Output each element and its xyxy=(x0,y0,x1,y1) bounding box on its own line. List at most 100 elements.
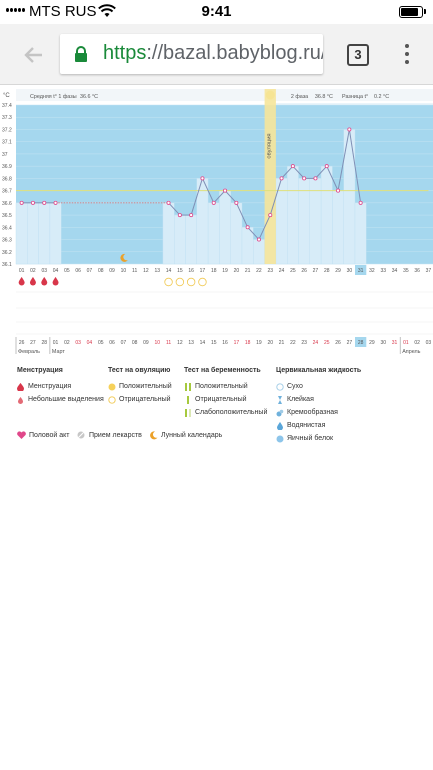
phase-header-bg xyxy=(16,89,433,101)
one-line-icon xyxy=(187,396,189,404)
faint-lines-icon xyxy=(185,409,191,417)
overflow-menu-icon[interactable] xyxy=(404,44,410,64)
x-tick-label: 29 xyxy=(335,268,341,274)
series-segment xyxy=(292,165,305,179)
legend-label: Яичный белок xyxy=(287,435,334,442)
menstruation-drop-icon xyxy=(29,277,36,286)
legend-item: Прием лекарств xyxy=(77,429,142,442)
current-day-highlight xyxy=(355,265,367,275)
x-tick-label: 35 xyxy=(403,268,409,274)
day-bar xyxy=(185,214,198,265)
y-tick-label: 37 xyxy=(2,152,8,158)
legend-label: Половой акт xyxy=(29,432,70,439)
ovulation-band xyxy=(264,89,276,264)
back-arrow-icon[interactable] xyxy=(22,43,46,67)
legend-label: Водянистая xyxy=(287,422,326,429)
legend-label: Клейкая xyxy=(287,396,314,403)
data-point xyxy=(358,200,363,205)
legend-label: Сухо xyxy=(287,383,303,390)
day-bar xyxy=(15,202,28,265)
data-point xyxy=(324,164,329,169)
legend-item: Лунный календарь xyxy=(149,429,222,442)
x-tick-label: 04 xyxy=(53,268,59,274)
data-point xyxy=(336,188,341,193)
data-point xyxy=(279,176,284,181)
x-tick-label: 20 xyxy=(234,268,240,274)
x-tick-label: 23 xyxy=(267,268,273,274)
x-tick-label: 22 xyxy=(256,268,262,274)
calendar-date: 16 xyxy=(222,340,228,346)
series-segment xyxy=(201,178,215,204)
legend-cervical: Цервикальная жидкость Сухо Клейкая Кремо… xyxy=(276,367,361,445)
data-point xyxy=(200,176,205,181)
series-segment xyxy=(269,178,283,216)
legend-item: Сухо xyxy=(276,380,361,393)
sticky-icon xyxy=(278,396,282,404)
y-tick-label: 37.1 xyxy=(2,140,12,146)
data-point xyxy=(42,200,47,205)
series-segment xyxy=(190,178,203,216)
url-host: ://bazal.babyblog.ru/ xyxy=(146,42,323,64)
wifi-icon xyxy=(98,4,116,17)
legend-item: Отрицательный xyxy=(108,393,172,406)
x-tick-label: 37 xyxy=(426,268,432,274)
data-point xyxy=(211,200,216,205)
url-text[interactable]: https://bazal.babyblog.ru/ xyxy=(103,42,323,65)
clock: 9:41 xyxy=(201,3,232,20)
legend-item: Слабоположительный xyxy=(184,406,267,419)
calendar-date: 18 xyxy=(245,340,251,346)
calendar-date: 22 xyxy=(290,340,296,346)
legend-label: Слабоположительный xyxy=(195,409,268,416)
legend-item: Положительный xyxy=(108,380,172,393)
calendar-date: 03 xyxy=(75,340,81,346)
calendar-date: 02 xyxy=(414,340,420,346)
y-axis-title: °C xyxy=(3,93,10,99)
calendar-date: 19 xyxy=(256,340,262,346)
diff-value: 0.2 °C xyxy=(374,94,389,100)
data-point xyxy=(347,127,352,132)
x-tick-label: 36 xyxy=(414,268,420,274)
legend-label: Отрицательный xyxy=(195,396,247,403)
x-tick-label: 30 xyxy=(347,268,353,274)
day-bar xyxy=(49,202,62,265)
address-bar[interactable]: https://bazal.babyblog.ru/ xyxy=(60,34,323,74)
day-bar xyxy=(298,178,311,265)
y-tick-label: 36.8 xyxy=(2,176,12,182)
x-tick-label: 12 xyxy=(143,268,149,274)
two-lines-icon xyxy=(185,383,191,391)
browser-toolbar: https://bazal.babyblog.ru/ 3 xyxy=(0,24,433,85)
x-tick-label: 26 xyxy=(301,268,307,274)
y-tick-label: 36.9 xyxy=(2,164,12,170)
data-point xyxy=(19,200,24,205)
x-tick-label: 09 xyxy=(109,268,115,274)
calendar-date: 07 xyxy=(121,340,127,346)
day-bar xyxy=(38,202,51,265)
calendar-date: 26 xyxy=(335,340,341,346)
x-tick-label: 21 xyxy=(245,268,251,274)
month-label: Март xyxy=(52,349,65,355)
calendar-date: 08 xyxy=(132,340,138,346)
calendar-date: 31 xyxy=(392,340,398,346)
calendar-date: 02 xyxy=(64,340,70,346)
calendar-date: 26 xyxy=(19,340,25,346)
legend-item: Водянистая xyxy=(276,419,361,432)
x-tick-label: 15 xyxy=(177,268,183,274)
x-tick-label: 17 xyxy=(200,268,206,274)
ovulation-label: овуляция xyxy=(266,133,272,158)
calendar-date: 04 xyxy=(87,340,93,346)
legend-label: Положительный xyxy=(195,383,248,390)
x-tick-label: 28 xyxy=(324,268,330,274)
x-tick-label: 32 xyxy=(369,268,375,274)
tab-switcher-button[interactable]: 3 xyxy=(347,44,369,66)
x-tick-label: 10 xyxy=(121,268,127,274)
signal-icon xyxy=(6,8,25,12)
calendar-date: 28 xyxy=(41,340,47,346)
data-point xyxy=(313,176,318,181)
creamy-icon xyxy=(276,409,284,417)
legend-label: Менструация xyxy=(28,383,72,390)
calendar-date: 27 xyxy=(347,340,353,346)
y-tick-label: 36.6 xyxy=(2,201,12,207)
day-bar xyxy=(241,227,254,265)
legend-item: Кремообразная xyxy=(276,406,361,419)
legend-cervical-title: Цервикальная жидкость xyxy=(276,367,362,374)
